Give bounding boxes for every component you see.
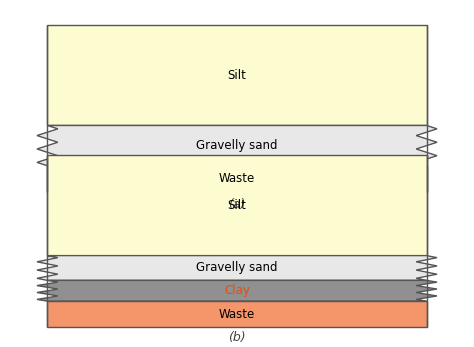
Text: Silt: Silt (228, 69, 246, 82)
Text: Gravelly sand: Gravelly sand (196, 139, 278, 152)
Text: Waste: Waste (219, 172, 255, 185)
Polygon shape (47, 155, 427, 256)
Polygon shape (37, 256, 437, 280)
Polygon shape (47, 166, 427, 192)
Text: Gravelly sand: Gravelly sand (196, 262, 278, 274)
Text: (b): (b) (228, 331, 246, 344)
Polygon shape (47, 25, 427, 126)
Text: (a): (a) (228, 198, 246, 211)
Text: Clay: Clay (224, 284, 250, 297)
Polygon shape (37, 126, 437, 166)
Text: Silt: Silt (228, 199, 246, 212)
Polygon shape (47, 301, 427, 327)
Polygon shape (37, 280, 437, 301)
Text: Waste: Waste (219, 307, 255, 321)
